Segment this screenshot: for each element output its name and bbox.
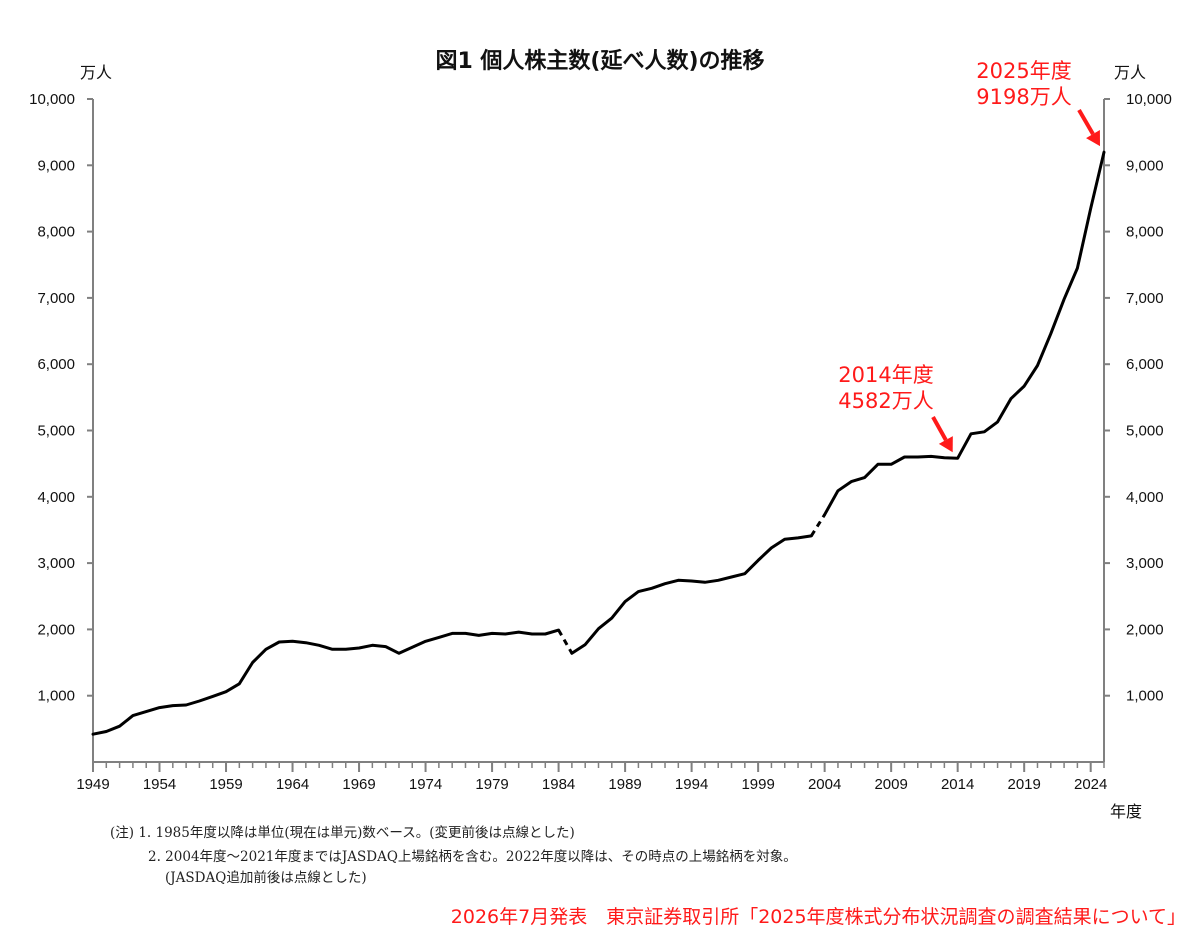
x-tick-label: 1994 <box>675 776 708 793</box>
x-axis-label: 年度 <box>1110 802 1142 821</box>
series-dashed-segment <box>810 513 826 537</box>
right-y-tick-label: 8,000 <box>1126 224 1164 241</box>
right-y-tick-label: 2,000 <box>1126 621 1164 638</box>
left-y-tick-label: 6,000 <box>37 356 75 373</box>
series-solid-segment <box>570 534 813 655</box>
right-y-tick-label: 9,000 <box>1126 157 1164 174</box>
x-tick-label: 2024 <box>1074 776 1107 793</box>
right-y-tick-label: 7,000 <box>1126 290 1164 307</box>
left-y-tick-label: 1,000 <box>37 688 75 705</box>
left-y-tick-label: 7,000 <box>37 290 75 307</box>
x-tick-label: 1949 <box>76 776 109 793</box>
x-tick-label: 1969 <box>342 776 375 793</box>
left-y-tick-label: 3,000 <box>37 555 75 572</box>
left-y-tick-label: 10,000 <box>29 91 75 108</box>
x-tick-label: 1974 <box>409 776 442 793</box>
right-y-unit: 万人 <box>1114 63 1146 82</box>
x-tick-label: 1959 <box>209 776 242 793</box>
note-3: (JASDAQ追加前後は点線とした) <box>165 870 367 886</box>
series-dashed-segment <box>557 629 574 655</box>
note-2: 2. 2004年度～2021年度まではJASDAQ上場銘柄を含む。2022年度以… <box>148 849 797 865</box>
left-y-tick-label: 4,000 <box>37 489 75 506</box>
line-chart: 図1 個人株主数(延べ人数)の推移 万人 万人 年度 1,000 1,000 2,0… <box>29 48 1172 821</box>
x-tick-label: 1954 <box>143 776 176 793</box>
x-tick-label: 2014 <box>941 776 974 793</box>
series-line <box>91 150 1106 736</box>
chart-title: 図1 個人株主数(延べ人数)の推移 <box>435 48 764 74</box>
x-tick-label: 1989 <box>608 776 641 793</box>
right-y-tick-label: 3,000 <box>1126 555 1164 572</box>
axes <box>87 98 1110 772</box>
right-y-tick-label: 1,000 <box>1126 688 1164 705</box>
x-tick-label: 2019 <box>1007 776 1040 793</box>
note-1: (注) 1. 1985年度以降は単位(現在は単元)数ベース。(変更前後は点線とし… <box>110 825 575 841</box>
annotation-2014-arrow-shaft <box>931 416 948 441</box>
right-y-tick-label: 10,000 <box>1126 91 1172 108</box>
annotation-2014-year: 2014年度 <box>838 363 933 387</box>
left-y-tick-label: 8,000 <box>37 224 75 241</box>
annotation-2014-arrow-head <box>938 436 953 453</box>
series-solid-segment <box>823 150 1106 517</box>
x-tick-label: 1999 <box>741 776 774 793</box>
left-y-tick-label: 5,000 <box>37 423 75 440</box>
right-y-tick-label: 6,000 <box>1126 356 1164 373</box>
x-tick-label: 1984 <box>542 776 575 793</box>
x-tick-label: 1979 <box>475 776 508 793</box>
series-solid-segment <box>91 628 561 736</box>
annotation-2025-value: 9198万人 <box>976 85 1071 109</box>
annotation-2025-arrow-shaft <box>1077 108 1095 136</box>
right-y-tick-label: 4,000 <box>1126 489 1164 506</box>
source-text: 2026年7月発表 東京証券取引所「2025年度株式分布状況調査の調査結果につい… <box>450 906 1186 928</box>
x-tick-label: 2009 <box>874 776 907 793</box>
left-y-unit: 万人 <box>80 63 112 82</box>
annotation-2025-year: 2025年度 <box>976 59 1071 83</box>
annotation-2014-value: 4582万人 <box>838 389 933 413</box>
left-y-tick-label: 2,000 <box>37 621 75 638</box>
tick-labels: 1,000 1,000 2,000 2,000 3,000 3,000 4,000 4,000… <box>29 91 1172 793</box>
left-y-tick-label: 9,000 <box>37 157 75 174</box>
annotation-2025-arrow-head <box>1086 130 1100 147</box>
x-tick-label: 2004 <box>808 776 841 793</box>
right-y-tick-label: 5,000 <box>1126 423 1164 440</box>
x-tick-label: 1964 <box>276 776 309 793</box>
